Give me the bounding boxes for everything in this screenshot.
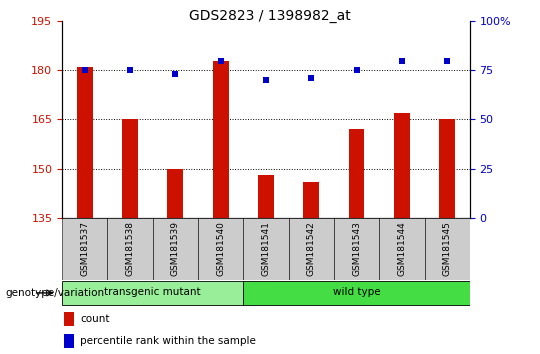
Text: count: count	[80, 314, 110, 324]
Bar	[244, 218, 288, 280]
Bar	[288, 218, 334, 280]
Text: GSM181543: GSM181543	[352, 221, 361, 276]
Bar	[258, 175, 274, 218]
Bar	[62, 281, 244, 305]
Point	[352, 68, 361, 73]
Bar	[349, 129, 365, 218]
Bar	[213, 61, 228, 218]
Text: GSM181541: GSM181541	[261, 221, 271, 276]
Bar	[334, 218, 379, 280]
Bar	[167, 169, 183, 218]
Point	[126, 68, 134, 73]
Bar	[303, 182, 319, 218]
Bar	[64, 312, 75, 326]
Bar	[379, 218, 424, 280]
Text: GSM181545: GSM181545	[443, 221, 451, 276]
Text: GSM181544: GSM181544	[397, 221, 406, 276]
Text: transgenic mutant: transgenic mutant	[104, 287, 201, 297]
Bar	[394, 113, 410, 218]
Bar	[62, 218, 107, 280]
Text: GSM181542: GSM181542	[307, 221, 316, 276]
Bar	[439, 120, 455, 218]
Bar	[198, 218, 244, 280]
Text: GDS2823 / 1398982_at: GDS2823 / 1398982_at	[189, 9, 351, 23]
Point	[307, 75, 315, 81]
Point	[80, 68, 89, 73]
Bar	[153, 218, 198, 280]
Point	[171, 72, 180, 77]
Text: GSM181537: GSM181537	[80, 221, 89, 276]
Text: wild type: wild type	[333, 287, 380, 297]
Bar	[77, 67, 93, 218]
Point	[261, 77, 270, 83]
Bar	[107, 218, 153, 280]
Point	[217, 58, 225, 63]
Bar	[122, 120, 138, 218]
Bar	[424, 218, 470, 280]
Bar	[244, 281, 470, 305]
Text: GSM181539: GSM181539	[171, 221, 180, 276]
Point	[397, 58, 406, 63]
Text: genotype/variation: genotype/variation	[5, 288, 105, 298]
Text: GSM181540: GSM181540	[216, 221, 225, 276]
Text: percentile rank within the sample: percentile rank within the sample	[80, 336, 256, 346]
Point	[443, 58, 451, 63]
Text: GSM181538: GSM181538	[126, 221, 134, 276]
Bar	[64, 334, 75, 348]
